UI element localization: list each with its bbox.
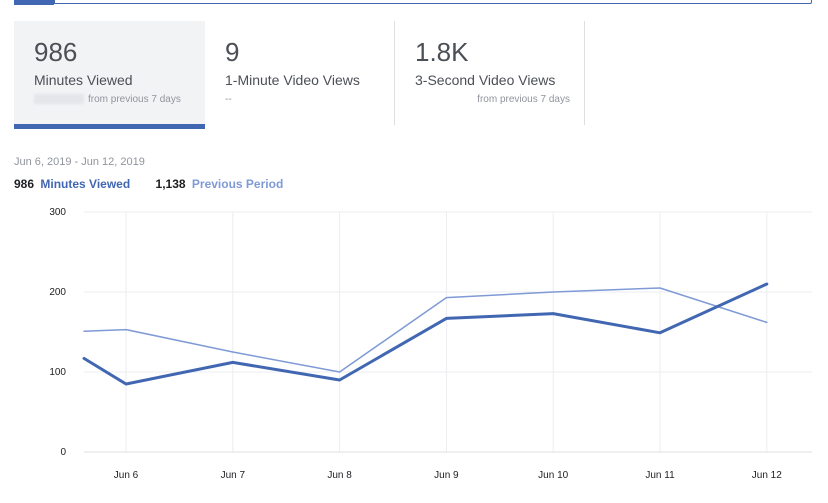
metric-comparison: from previous 7 days	[477, 94, 570, 105]
legend-current-label[interactable]: Minutes Viewed	[40, 177, 131, 191]
metric-label: 1-Minute Video Views	[225, 72, 360, 88]
legend-previous-label[interactable]: Previous Period	[191, 177, 284, 191]
y-tick-label: 0	[60, 447, 66, 458]
y-tick-label: 100	[49, 367, 66, 378]
metric-value: 9	[225, 37, 240, 67]
x-tick-label: Jun 12	[752, 470, 782, 481]
top-strip	[0, 0, 828, 6]
x-tick-label: Jun 10	[538, 470, 568, 481]
search-input[interactable]	[54, 0, 812, 4]
metric-comparison: --	[225, 94, 232, 105]
metric-card-3-second-views[interactable]: 1.8K 3-Second Video Views from previous …	[395, 21, 585, 125]
x-tick-label: Jun 8	[327, 470, 352, 481]
x-tick-label: Jun 6	[114, 470, 139, 481]
metric-label: Minutes Viewed	[34, 72, 133, 88]
metric-card-1-minute-views[interactable]: 9 1-Minute Video Views --	[205, 21, 395, 125]
metric-cards: 986 Minutes Viewed from previous 7 days …	[14, 21, 585, 129]
line-chart: 300 200 100 0 Jun 6 Jun 7 Jun 8 Jun 9 Jun 10 Jun …	[49, 207, 812, 481]
x-tick-label: Jun 7	[221, 470, 246, 481]
x-tick-label: Jun 11	[645, 470, 675, 481]
metric-label: 3-Second Video Views	[415, 72, 556, 88]
series-line-previous-period	[83, 287, 768, 373]
y-tick-label: 300	[49, 207, 66, 218]
metric-comparison-text: from previous 7 days	[88, 94, 181, 105]
selected-card-indicator	[14, 124, 205, 129]
metric-value: 1.8K	[415, 37, 469, 67]
metric-card-minutes-viewed[interactable]: 986 Minutes Viewed from previous 7 days	[14, 21, 205, 129]
chart-legend: 986 Minutes Viewed 1,138 Previous Period	[14, 177, 283, 191]
metric-comparison: from previous 7 days	[34, 94, 205, 106]
active-tab-indicator	[14, 0, 54, 5]
legend-current-total: 986	[14, 177, 35, 191]
series-line-minutes-viewed	[82, 282, 769, 386]
y-tick-label: 200	[49, 287, 66, 298]
redacted-value	[34, 94, 84, 105]
x-tick-label: Jun 9	[434, 470, 459, 481]
date-range: Jun 6, 2019 - Jun 12, 2019	[14, 156, 145, 168]
legend-previous-total: 1,138	[155, 177, 186, 191]
metric-value: 986	[34, 37, 78, 67]
